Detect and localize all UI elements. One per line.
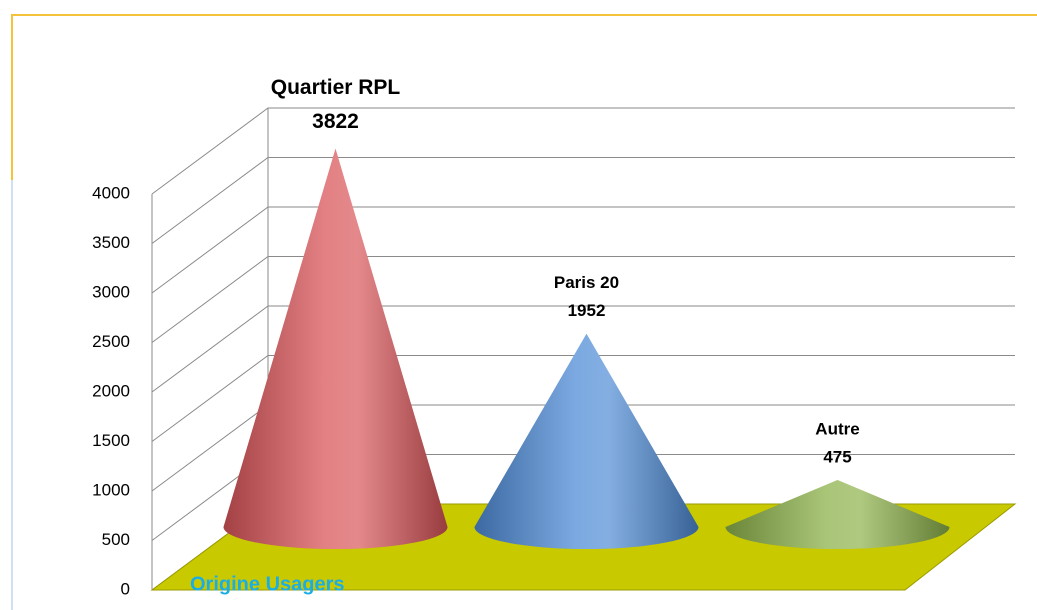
frame — [11, 14, 1037, 180]
category-label: Paris 20 — [554, 273, 619, 292]
cone-shade — [223, 148, 448, 549]
y-tick-label: 3500 — [92, 233, 130, 252]
value-label: 3822 — [312, 110, 359, 133]
y-tick-label: 500 — [102, 530, 130, 549]
x-axis-title: Origine Usagers — [190, 573, 345, 595]
value-label: 1952 — [568, 301, 606, 320]
y-tick-label: 2500 — [92, 332, 130, 351]
y-tick-label: 0 — [121, 579, 130, 598]
y-tick-label: 4000 — [92, 183, 130, 202]
grid-line — [151, 256, 1015, 343]
cone-shade — [725, 479, 950, 549]
category-label: Quartier RPL — [271, 76, 401, 99]
y-tick-label: 1000 — [92, 480, 130, 499]
y-tick-label: 3000 — [92, 282, 130, 301]
y-tick-label: 1500 — [92, 431, 130, 450]
category-label: Autre — [815, 419, 859, 438]
grid-line — [151, 107, 1015, 195]
cone-shade — [474, 333, 699, 549]
grid-line — [151, 157, 1015, 244]
y-tick-label: 2000 — [92, 381, 130, 400]
value-label: 475 — [823, 447, 851, 466]
